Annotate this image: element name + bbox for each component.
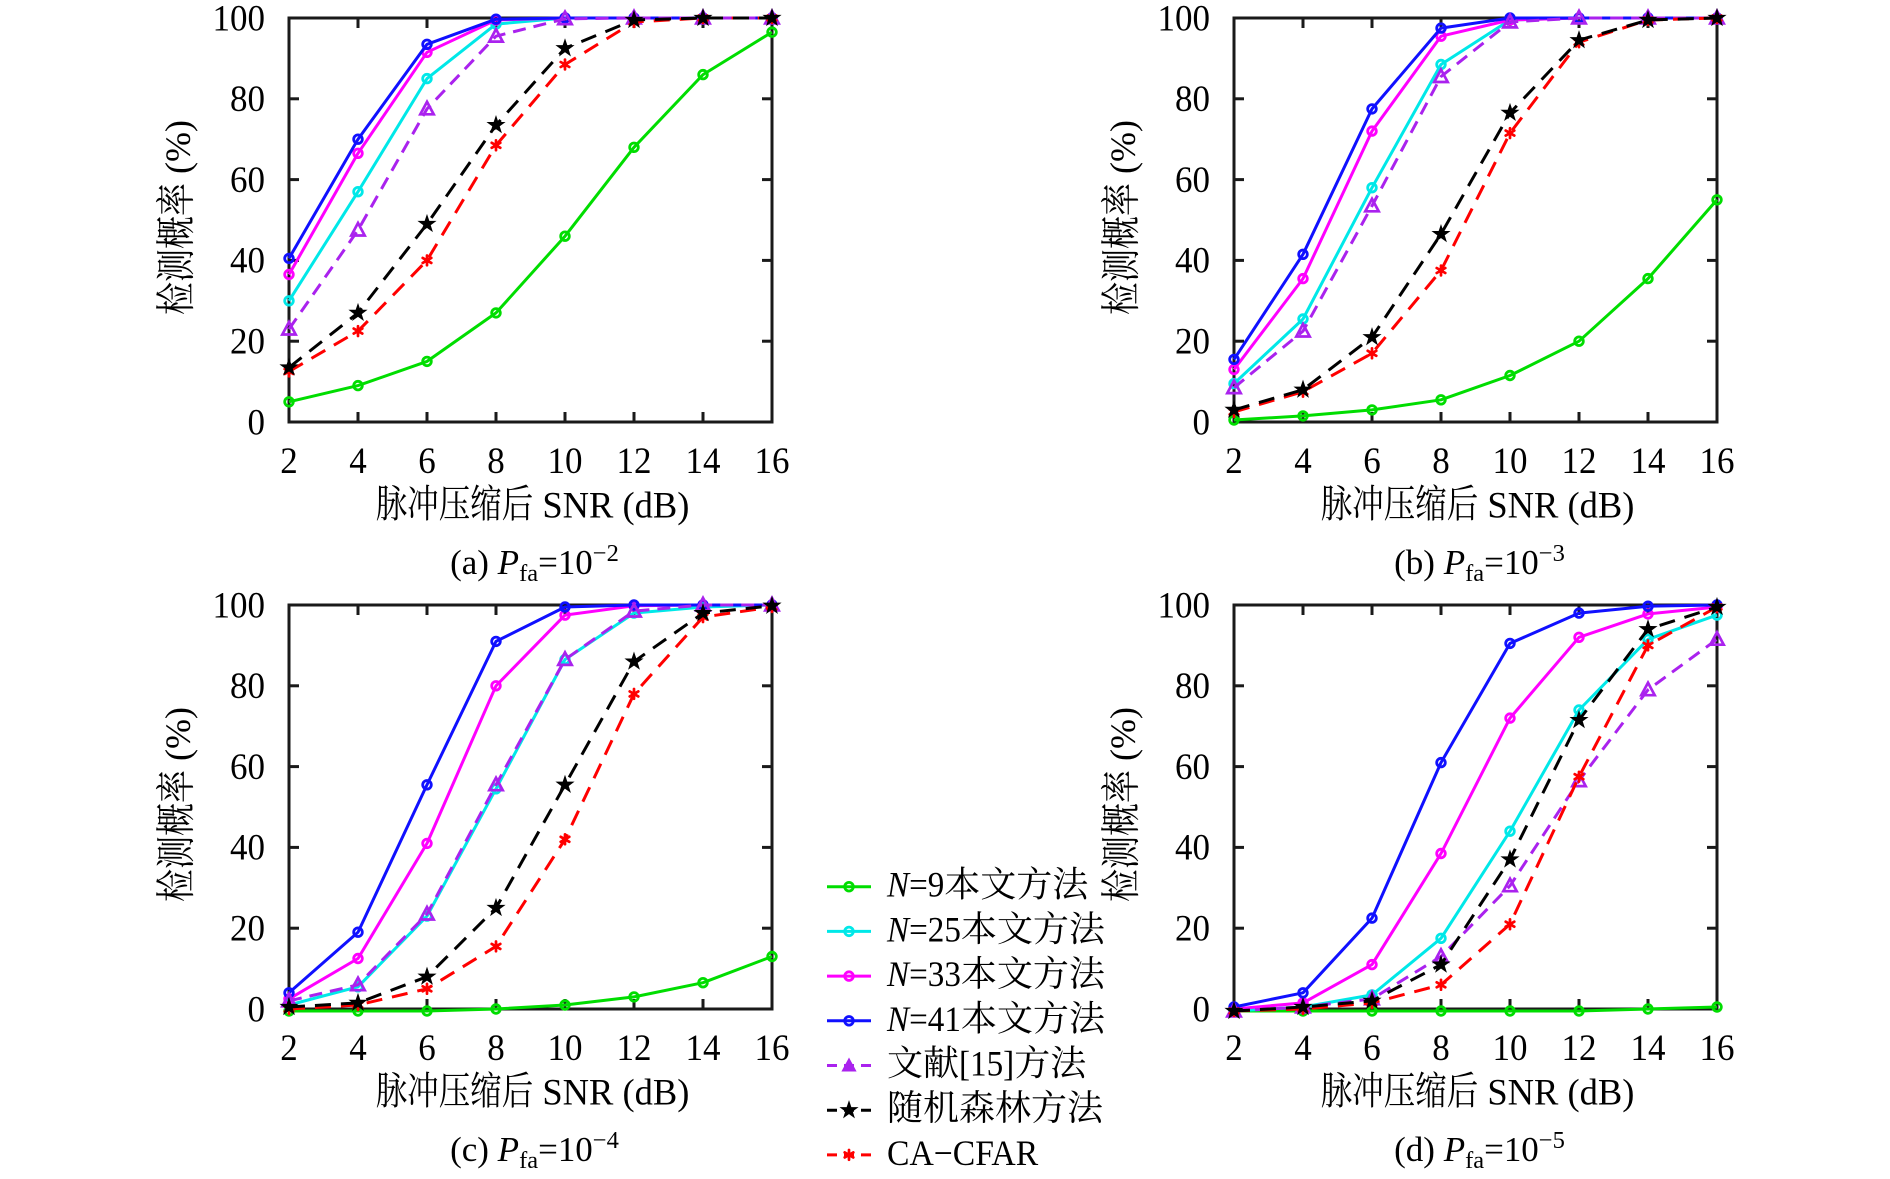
svg-text:100: 100 <box>213 0 266 39</box>
svg-text:N: N <box>886 909 911 949</box>
svg-text:20: 20 <box>1175 322 1210 363</box>
svg-text:14: 14 <box>686 441 721 482</box>
svg-text:2: 2 <box>280 441 298 482</box>
svg-text:fa: fa <box>1465 1147 1484 1174</box>
svg-text:20: 20 <box>230 909 265 950</box>
svg-text:0: 0 <box>248 989 266 1030</box>
svg-text:12: 12 <box>1562 1028 1597 1069</box>
svg-text:=41: =41 <box>909 999 961 1039</box>
svg-text:=10: =10 <box>1484 543 1539 582</box>
svg-text:N: N <box>886 865 911 905</box>
svg-text:80: 80 <box>1175 79 1210 120</box>
svg-text:80: 80 <box>230 666 265 707</box>
svg-text:14: 14 <box>1631 441 1666 482</box>
svg-text:=10: =10 <box>1484 1130 1539 1169</box>
svg-text:N: N <box>886 954 911 994</box>
svg-text:10: 10 <box>1493 441 1528 482</box>
svg-text:12: 12 <box>617 1028 652 1069</box>
svg-text:100: 100 <box>1158 585 1211 626</box>
svg-text:P: P <box>497 1130 519 1169</box>
svg-text:−3: −3 <box>1539 540 1565 567</box>
svg-text:(%): (%) <box>158 707 198 770</box>
svg-text:6: 6 <box>1363 1028 1381 1069</box>
svg-text:=9: =9 <box>909 865 944 905</box>
svg-text:10: 10 <box>548 1028 583 1069</box>
svg-text:16: 16 <box>755 441 790 482</box>
svg-text:2: 2 <box>1225 441 1243 482</box>
svg-text:4: 4 <box>349 441 367 482</box>
svg-text:0: 0 <box>1193 989 1211 1030</box>
svg-text:(%): (%) <box>158 120 198 183</box>
svg-text:60: 60 <box>230 747 265 788</box>
svg-text:60: 60 <box>230 160 265 201</box>
svg-text:P: P <box>1443 1130 1465 1169</box>
svg-text:P: P <box>1443 543 1465 582</box>
svg-text:SNR (dB): SNR (dB) <box>1478 485 1634 526</box>
svg-text:100: 100 <box>213 585 266 626</box>
svg-text:60: 60 <box>1175 747 1210 788</box>
svg-text:(%): (%) <box>1103 120 1143 183</box>
svg-text:=10: =10 <box>538 1130 593 1169</box>
svg-text:(a): (a) <box>450 543 498 582</box>
svg-text:−5: −5 <box>1539 1127 1565 1154</box>
svg-text:20: 20 <box>1175 909 1210 950</box>
svg-text:100: 100 <box>1158 0 1211 39</box>
svg-text:16: 16 <box>1700 441 1735 482</box>
svg-text:−2: −2 <box>593 540 619 567</box>
svg-text:14: 14 <box>1631 1028 1666 1069</box>
svg-text:(%): (%) <box>1103 707 1143 770</box>
svg-text:6: 6 <box>418 1028 436 1069</box>
svg-text:2: 2 <box>280 1028 298 1069</box>
svg-text:12: 12 <box>617 441 652 482</box>
svg-text:(c): (c) <box>450 1130 498 1169</box>
svg-text:CA−CFAR: CA−CFAR <box>887 1133 1038 1173</box>
svg-text:40: 40 <box>230 241 265 282</box>
svg-text:14: 14 <box>686 1028 721 1069</box>
svg-text:10: 10 <box>548 441 583 482</box>
svg-text:0: 0 <box>248 402 266 443</box>
svg-text:−4: −4 <box>593 1127 619 1154</box>
svg-text:8: 8 <box>1432 441 1450 482</box>
svg-text:40: 40 <box>1175 241 1210 282</box>
svg-text:8: 8 <box>1432 1028 1450 1069</box>
svg-text:8: 8 <box>487 441 505 482</box>
svg-text:SNR (dB): SNR (dB) <box>1478 1072 1634 1113</box>
svg-text:SNR (dB): SNR (dB) <box>533 485 689 526</box>
svg-text:16: 16 <box>755 1028 790 1069</box>
svg-text:4: 4 <box>1294 441 1312 482</box>
svg-text:20: 20 <box>230 322 265 363</box>
svg-text:8: 8 <box>487 1028 505 1069</box>
svg-text:40: 40 <box>230 828 265 869</box>
svg-text:SNR (dB): SNR (dB) <box>533 1072 689 1113</box>
svg-text:fa: fa <box>1465 560 1484 587</box>
svg-text:N: N <box>886 999 911 1039</box>
svg-text:(b): (b) <box>1394 543 1444 582</box>
svg-text:40: 40 <box>1175 828 1210 869</box>
svg-text:80: 80 <box>230 79 265 120</box>
svg-text:P: P <box>497 543 519 582</box>
svg-text:2: 2 <box>1225 1028 1243 1069</box>
svg-text:fa: fa <box>519 560 538 587</box>
svg-text:=10: =10 <box>538 543 593 582</box>
svg-text:4: 4 <box>1294 1028 1312 1069</box>
svg-text:(d): (d) <box>1394 1130 1444 1169</box>
svg-text:6: 6 <box>418 441 436 482</box>
svg-text:12: 12 <box>1562 441 1597 482</box>
svg-text:60: 60 <box>1175 160 1210 201</box>
svg-text:fa: fa <box>519 1147 538 1174</box>
svg-text:0: 0 <box>1193 402 1211 443</box>
svg-text:6: 6 <box>1363 441 1381 482</box>
svg-text:[15]: [15] <box>959 1044 1014 1084</box>
svg-text:10: 10 <box>1493 1028 1528 1069</box>
svg-text:80: 80 <box>1175 666 1210 707</box>
svg-text:16: 16 <box>1700 1028 1735 1069</box>
svg-text:=25: =25 <box>909 909 961 949</box>
svg-text:=33: =33 <box>909 954 961 994</box>
svg-text:4: 4 <box>349 1028 367 1069</box>
